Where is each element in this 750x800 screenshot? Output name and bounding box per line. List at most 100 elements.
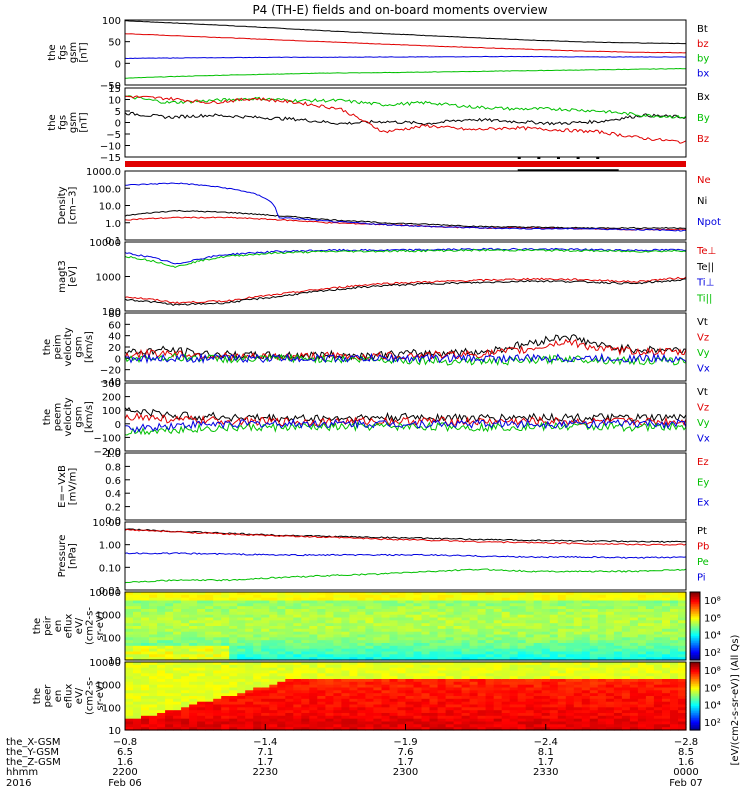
spectrogram-cell (341, 617, 350, 621)
spectrogram-cell (605, 648, 615, 653)
spectrogram-cell (173, 592, 182, 596)
spectrogram-cell (357, 687, 366, 691)
spectrogram-cell (493, 611, 503, 616)
spectrogram-cell (573, 721, 583, 725)
legend-entry: Pe (697, 557, 709, 568)
spectrogram-cell (189, 648, 198, 653)
spectrogram-cell (221, 676, 230, 680)
spectrogram-cell (357, 648, 366, 653)
spectrogram-cell (429, 645, 439, 650)
spectrogram-cell (517, 681, 527, 686)
flag-mark (517, 157, 521, 159)
spectrogram-cell (461, 614, 471, 619)
spectrogram-cell (493, 614, 503, 619)
spectrogram-cell (477, 673, 487, 677)
spectrogram-cell (413, 611, 423, 616)
spectrogram-cell (429, 606, 439, 610)
spectrogram-cell (397, 643, 407, 647)
spectrogram-cell (557, 710, 567, 714)
spectrogram-cell (485, 673, 495, 677)
spectrogram-cell (389, 648, 399, 653)
spectrogram-cell (605, 609, 615, 613)
spectrogram-cell (645, 611, 655, 616)
spectrogram-cell (381, 631, 391, 636)
spectrogram-cell (357, 620, 366, 624)
spectrogram-cell (397, 679, 407, 683)
spectrogram-cell (429, 662, 439, 666)
spectrogram-cell (373, 654, 382, 658)
spectrogram-cell (157, 684, 166, 689)
spectrogram-cell (629, 592, 639, 596)
spectrogram-cell (133, 631, 142, 636)
spectrogram-cell (205, 594, 214, 599)
spectrogram-cell (405, 609, 415, 613)
spectrogram-cell (405, 704, 415, 708)
spectrogram-cell (589, 611, 599, 616)
spectrogram-cell (405, 600, 415, 604)
spectrogram-cell (605, 600, 615, 604)
spectrogram-cell (670, 606, 679, 610)
spectrogram-cell (493, 637, 503, 641)
spectrogram-cell (509, 707, 519, 711)
spectrogram-cell (325, 628, 334, 633)
spectrogram-cell (469, 721, 479, 725)
spectrogram-cell (485, 634, 495, 638)
spectrogram-cell (253, 710, 262, 714)
x-tick-label: −0.8 (113, 737, 137, 748)
spectrogram-cell (621, 667, 631, 672)
spectrogram-cell (205, 611, 214, 616)
spectrogram-cell (293, 687, 302, 691)
spectrogram-cell (662, 637, 671, 641)
spectrogram-cell (349, 648, 358, 653)
spectrogram-cell (637, 657, 647, 661)
spectrogram-cell (293, 611, 302, 616)
colorbar-swatch (690, 600, 700, 603)
spectrogram-cell (493, 654, 503, 658)
spectrogram-cell (397, 710, 407, 714)
spectrogram-cell (405, 592, 415, 596)
spectrogram-cell (157, 620, 166, 624)
spectrogram-cell (157, 698, 166, 703)
spectrogram-cell (341, 681, 350, 686)
spectrogram-cell (309, 681, 318, 686)
spectrogram-cell (645, 654, 655, 658)
spectrogram-cell (213, 597, 222, 602)
spectrogram-cell (589, 628, 599, 633)
spectrogram-cell (325, 634, 334, 638)
spectrogram-cell (653, 727, 663, 731)
spectrogram-cell (653, 611, 663, 616)
spectrogram-cell (277, 597, 286, 602)
spectrogram-cell (445, 600, 455, 604)
spectrogram-cell (285, 679, 294, 683)
spectrogram-cell (389, 715, 399, 720)
spectrogram-cell (389, 667, 399, 672)
spectrogram-cell (461, 710, 471, 714)
spectrogram-cell (501, 611, 511, 616)
spectrogram-cell (253, 643, 262, 647)
spectrogram-cell (613, 614, 623, 619)
spectrograms (124, 591, 687, 731)
spectrogram-cell (453, 654, 463, 658)
spectrogram-cell (413, 673, 423, 677)
spectrogram-cell (557, 651, 567, 655)
spectrogram-cell (429, 657, 439, 661)
spectrogram-cell (493, 667, 503, 672)
spectrogram-cell (277, 592, 286, 596)
spectrogram-cell (293, 664, 302, 669)
spectrogram-cell (301, 724, 310, 728)
spectrogram-cell (269, 645, 278, 650)
spectrogram-cell (517, 684, 527, 689)
spectrogram-cell (533, 603, 543, 607)
spectrogram-cell (637, 727, 647, 731)
spectrogram-cell (557, 634, 567, 638)
spectrogram-cell (645, 614, 655, 619)
spectrogram-cell (461, 611, 471, 616)
spectrogram-cell (397, 648, 407, 653)
colorbar-swatch (690, 607, 700, 610)
y-axis-label: velocity (63, 327, 74, 366)
spectrogram-cell (301, 614, 310, 619)
colorbar-swatch (690, 658, 700, 661)
spectrogram-cell (621, 670, 631, 674)
spectrogram-cell (469, 698, 479, 703)
